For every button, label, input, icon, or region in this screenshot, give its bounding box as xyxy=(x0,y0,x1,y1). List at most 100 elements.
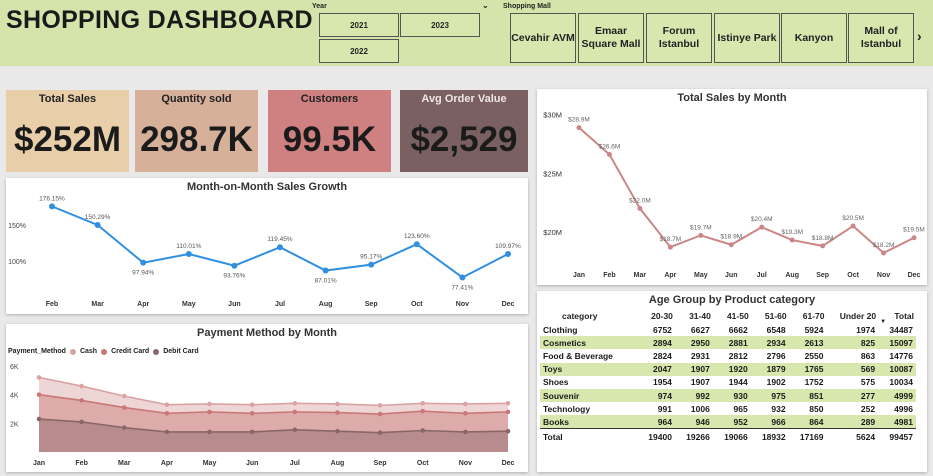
table-cell: 964 xyxy=(637,415,675,429)
table-header-cell[interactable]: 61-70 xyxy=(802,311,825,321)
mall-button-forum[interactable]: Forum Istanbul xyxy=(646,13,712,63)
kpi-total-sales: Total Sales $252M xyxy=(6,90,129,172)
table-row[interactable]: Cosmetics 2894 2950 2881 2934 2613 825 15097 xyxy=(540,336,916,350)
table-cell: 252 xyxy=(860,403,876,414)
monthly-y-tick: $30M xyxy=(543,111,562,120)
mall-button-emaar[interactable]: Emaar Square Mall xyxy=(578,13,644,63)
dashboard-title: SHOPPING DASHBOARD xyxy=(6,6,313,34)
table-cell: 1974 xyxy=(856,324,876,335)
table-header-cell[interactable]: Total ▼ xyxy=(880,311,914,325)
monthly-sales-title: Total Sales by Month xyxy=(677,92,787,104)
table-cell: 289 xyxy=(826,415,879,429)
table-row[interactable]: Technology 991 1006 965 932 850 252 4996 xyxy=(540,402,916,415)
table-row[interactable]: Shoes 1954 1907 1944 1902 1752 575 10034 xyxy=(540,376,916,389)
monthly-x-tick: Jun xyxy=(725,272,737,279)
payment-point-cash xyxy=(207,401,212,407)
monthly-data-label: $19.7M xyxy=(690,224,712,231)
mall-button-kanyon[interactable]: Kanyon xyxy=(781,13,847,63)
table-row[interactable]: Clothing 6752 6627 6662 6548 5924 1974 34487 xyxy=(540,323,916,336)
growth-data-label: 150.29% xyxy=(85,214,111,221)
monthly-sales-chart: $30M $25M $20M $28.9M Jan $26.6M Feb $22.0M Mar $… xyxy=(543,111,925,279)
table-cell: 1879 xyxy=(750,362,789,376)
monthly-x-tick: May xyxy=(694,272,708,279)
monthly-x-tick: Dec xyxy=(908,272,921,279)
payment-point-credit-card xyxy=(292,409,298,415)
year-button-2023[interactable]: 2023 xyxy=(400,13,480,37)
table-row[interactable]: Toys 2047 1907 1920 1879 1765 569 10087 xyxy=(540,362,916,376)
table-cell: 6548 xyxy=(766,324,786,335)
growth-x-tick: Aug xyxy=(319,301,333,308)
table-total-cell: 19400 xyxy=(637,428,675,445)
table-cell: 2047 xyxy=(637,362,675,376)
kpi-value: 99.5K xyxy=(282,120,377,159)
sort-desc-icon[interactable]: ▼ xyxy=(880,319,887,325)
kpi-label: Customers xyxy=(300,93,359,105)
kpi-value: $2,529 xyxy=(410,120,518,159)
payment-y-tick: 4K xyxy=(10,393,19,400)
payment-chart-panel: Payment Method by Month Payment_Method C… xyxy=(6,324,528,472)
growth-chart-panel: Month-on-Month Sales Growth 150% 100% 176.… xyxy=(6,178,528,314)
table-row[interactable]: Books 964 946 952 966 864 289 4981 xyxy=(540,415,916,429)
table-header-cell[interactable]: category xyxy=(562,311,598,321)
table-header-cell[interactable]: 31-40 xyxy=(689,311,711,321)
table-cell: 946 xyxy=(674,415,713,429)
table-header-cell[interactable]: Under 20 xyxy=(839,311,877,321)
year-dropdown-chevron-icon[interactable]: ⌄ xyxy=(482,1,489,10)
growth-x-tick: Feb xyxy=(46,301,58,308)
growth-point xyxy=(49,203,55,210)
mall-button-istinye[interactable]: Istinye Park xyxy=(714,13,780,63)
payment-point-credit-card xyxy=(36,392,42,397)
growth-data-label: 109.97% xyxy=(495,243,521,250)
mall-button-mall-of-istanbul[interactable]: Mall of Istanbul xyxy=(848,13,914,63)
kpi-customers: Customers 99.5K xyxy=(268,90,391,172)
table-cell: 2824 xyxy=(653,350,672,361)
table-cell: Shoes xyxy=(543,377,569,388)
payment-line-cash xyxy=(38,376,509,407)
payment-point-cash xyxy=(79,383,84,389)
table-header-cell[interactable]: 20-30 xyxy=(651,311,673,321)
legend-cash[interactable]: Cash xyxy=(79,348,98,355)
monthly-x-tick: Oct xyxy=(847,272,859,279)
table-cell: 6662 xyxy=(728,324,748,335)
table-header-cell[interactable]: 51-60 xyxy=(764,311,787,321)
monthly-data-label: $22.0M xyxy=(629,197,651,204)
monthly-x-tick: Nov xyxy=(877,272,890,279)
year-button-2021[interactable]: 2021 xyxy=(319,13,399,37)
table-header-cell[interactable]: 41-50 xyxy=(726,311,749,321)
growth-data-label: 97.94% xyxy=(132,270,154,277)
monthly-data-label: $26.6M xyxy=(599,144,621,151)
monthly-point xyxy=(576,125,582,131)
table-row[interactable]: Food & Beverage 2824 2931 2812 2796 2550 863 14… xyxy=(540,349,916,362)
payment-point-cash xyxy=(335,401,340,407)
age-group-panel: Age Group by Product category category 20… xyxy=(537,291,927,472)
growth-chart: 150% 100% 176.15% Feb 150.29% Mar 97.94% Apr 110… xyxy=(8,195,521,308)
table-cell: 850 xyxy=(809,403,824,414)
monthly-point xyxy=(637,205,643,211)
table-cell: 930 xyxy=(712,388,751,403)
table-cell: 851 xyxy=(788,388,827,403)
payment-area-debit-card xyxy=(39,419,508,452)
growth-point xyxy=(277,244,283,251)
table-cell: 1902 xyxy=(766,377,786,388)
table-row[interactable]: Souvenir 974 992 930 975 851 277 4999 xyxy=(540,388,916,403)
legend-debit-card[interactable]: Debit Card xyxy=(163,348,199,355)
kpi-label: Quantity sold xyxy=(161,93,232,105)
table-cell: 966 xyxy=(750,415,789,429)
monthly-data-label: $18.2M xyxy=(873,242,895,249)
legend-credit-card[interactable]: Credit Card xyxy=(111,348,150,355)
year-button-2022[interactable]: 2022 xyxy=(319,39,399,63)
table-cell: 10034 xyxy=(889,377,913,388)
monthly-x-tick: Mar xyxy=(634,272,647,279)
table-cell: 991 xyxy=(657,403,672,414)
payment-x-tick: Jan xyxy=(33,460,45,467)
monthly-x-tick: Sep xyxy=(816,272,829,279)
growth-point xyxy=(231,262,238,269)
payment-point-debit-card xyxy=(36,416,42,422)
mall-scroll-right-icon[interactable]: › xyxy=(917,28,922,44)
mall-button-cevahir[interactable]: Cevahir AVM xyxy=(510,13,576,63)
monthly-data-label: $20.4M xyxy=(751,216,773,223)
monthly-point xyxy=(698,232,704,238)
table-cell: 575 xyxy=(860,377,876,388)
table-cell: 2550 xyxy=(804,350,824,361)
payment-point-cash xyxy=(121,393,127,399)
